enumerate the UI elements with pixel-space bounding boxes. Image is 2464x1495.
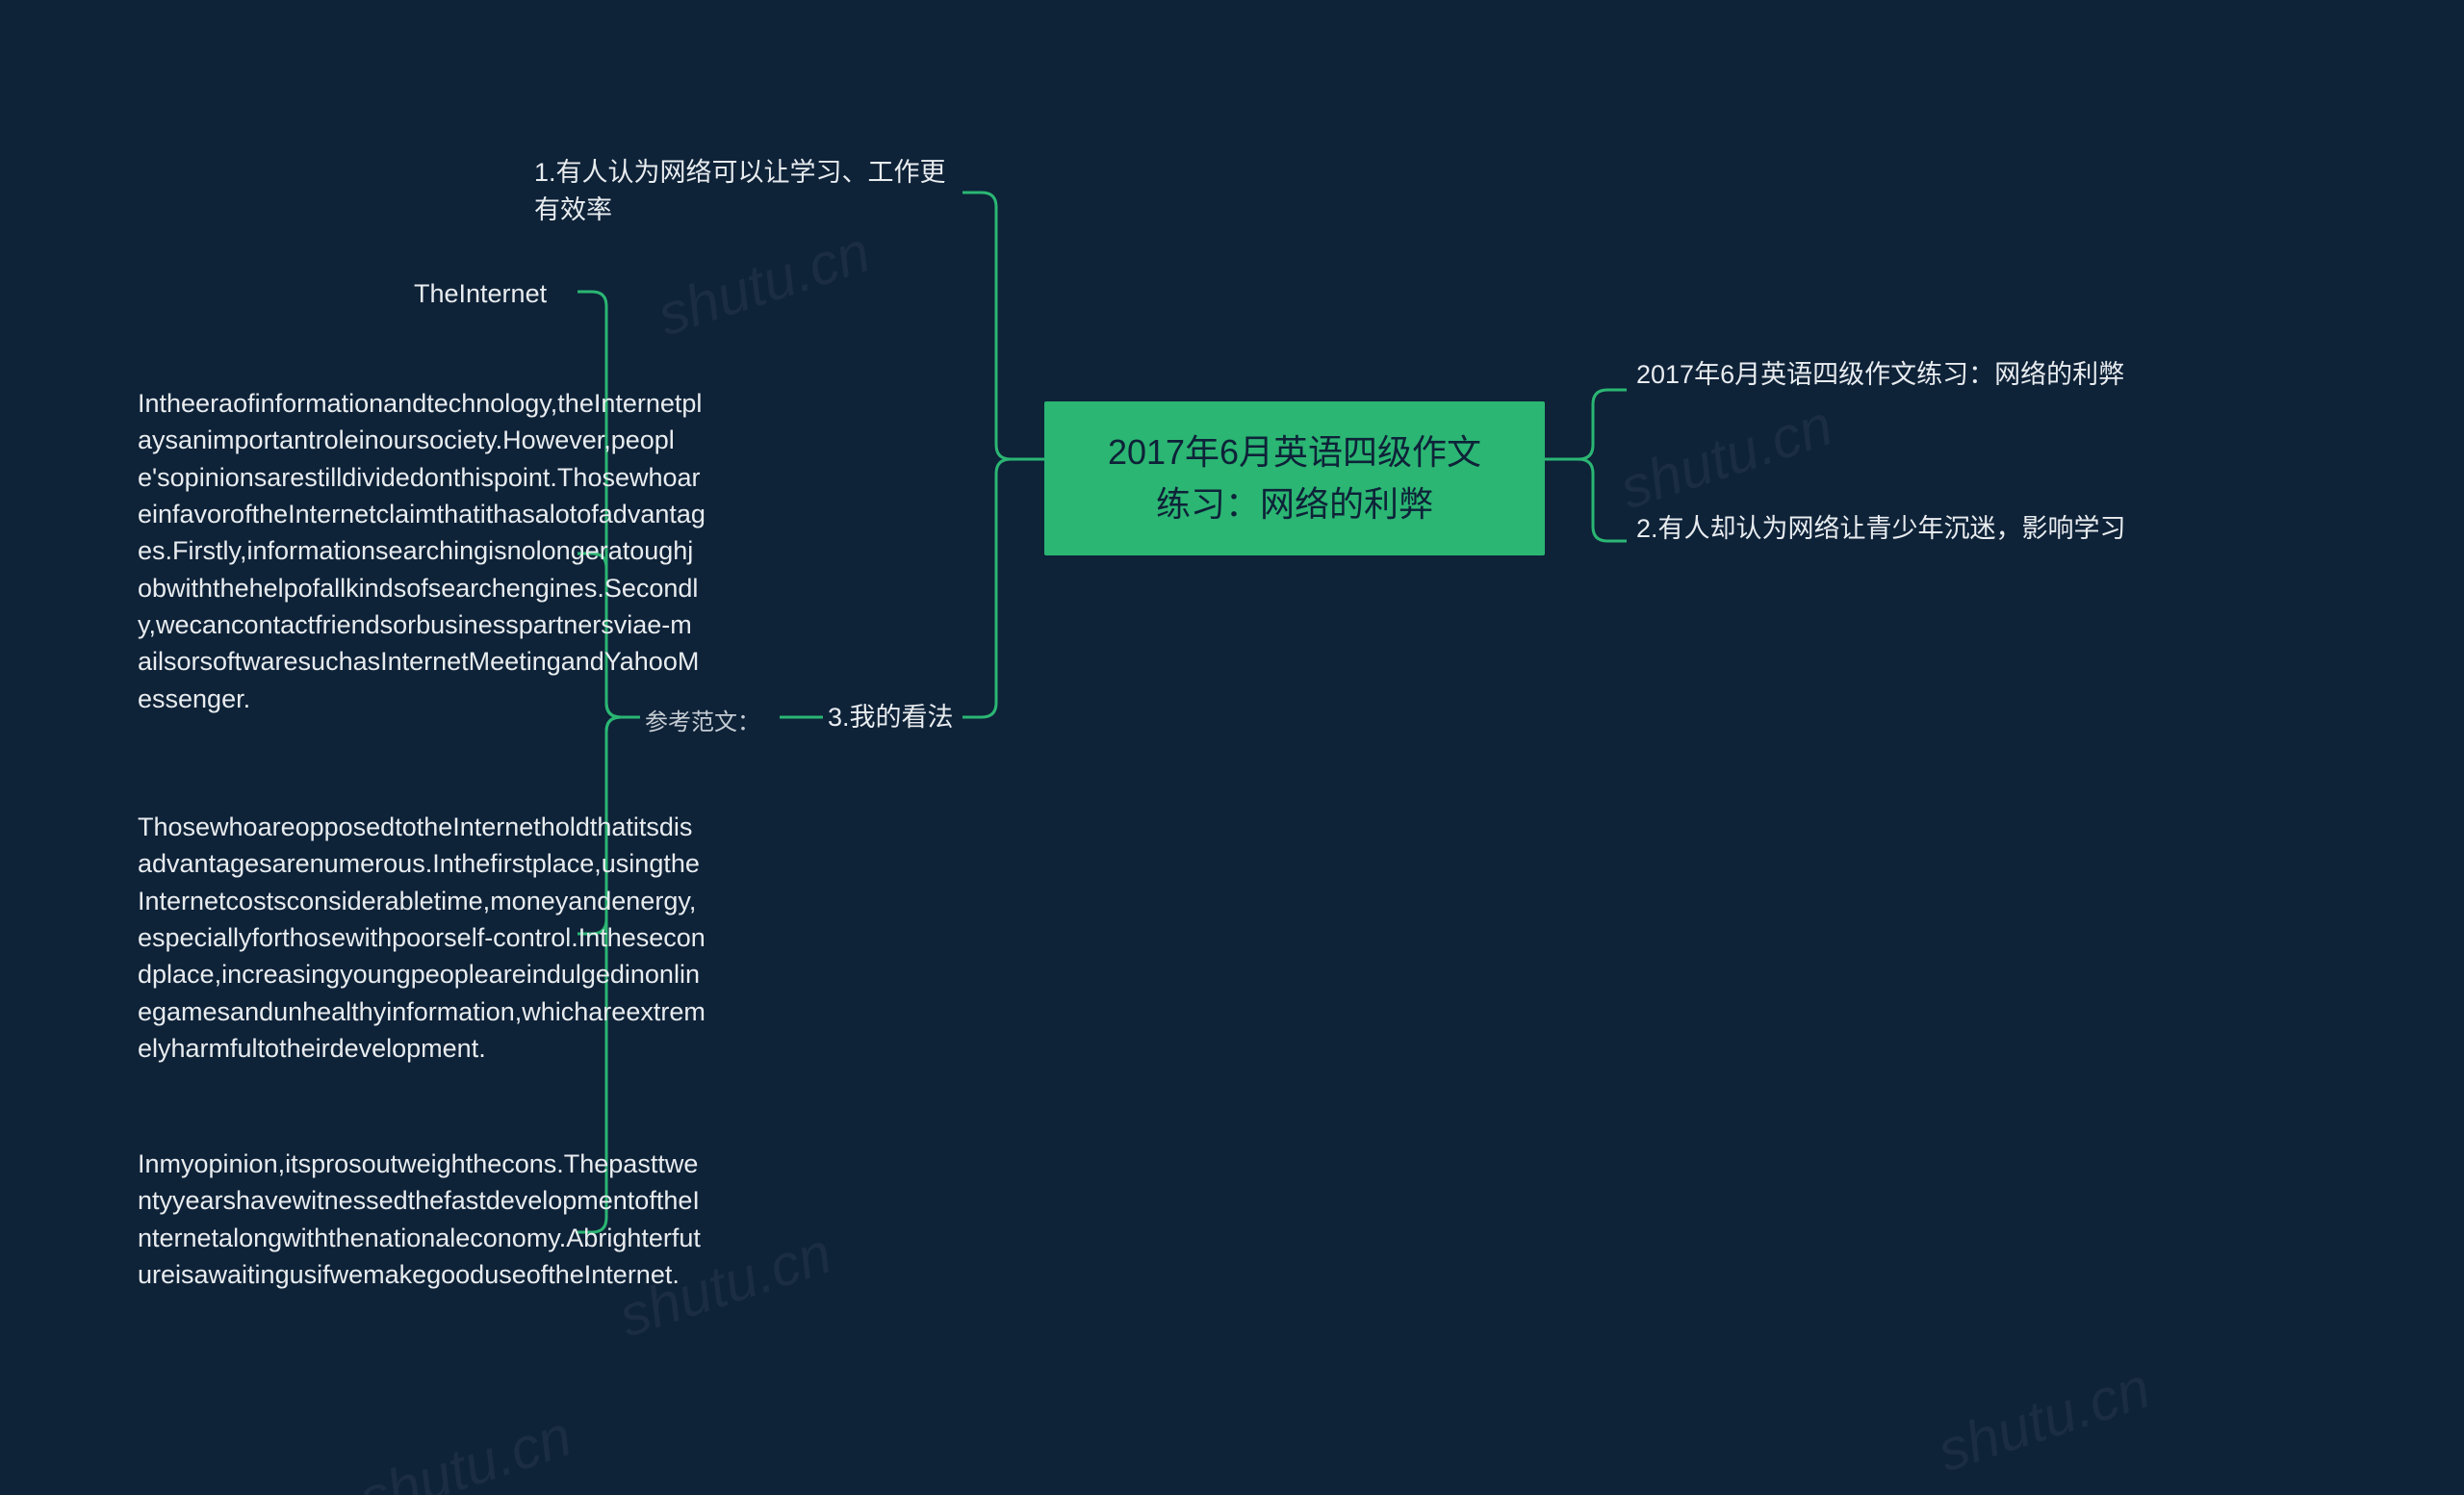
center-line1: 2017年6月英语四级作文: [1108, 432, 1481, 472]
left-item-1[interactable]: 1.有人认为网络可以让学习、工作更有效率: [534, 154, 962, 229]
center-line2: 练习：网络的利弊: [1156, 484, 1433, 524]
watermark: shutu.cn: [351, 1403, 579, 1495]
paragraph-2[interactable]: ThosewhoareopposedtotheInternetholdthati…: [138, 809, 706, 1067]
branch-3-label[interactable]: 3.我的看法: [828, 699, 954, 736]
watermark: shutu.cn: [650, 219, 878, 349]
paragraph-1[interactable]: Intheeraofinformationandtechnology,theIn…: [138, 385, 706, 717]
center-node[interactable]: 2017年6月英语四级作文 练习：网络的利弊: [1044, 401, 1545, 555]
paragraph-3[interactable]: Inmyopinion,itsprosoutweighthecons.Thepa…: [138, 1146, 706, 1293]
watermark: shutu.cn: [1612, 392, 1840, 523]
sub-title[interactable]: TheInternet: [414, 275, 547, 313]
watermark: shutu.cn: [1930, 1354, 2158, 1485]
right-item-1[interactable]: 2017年6月英语四级作文练习：网络的利弊: [1636, 356, 2124, 394]
right-item-2[interactable]: 2.有人却认为网络让青少年沉迷，影响学习: [1636, 510, 2126, 548]
